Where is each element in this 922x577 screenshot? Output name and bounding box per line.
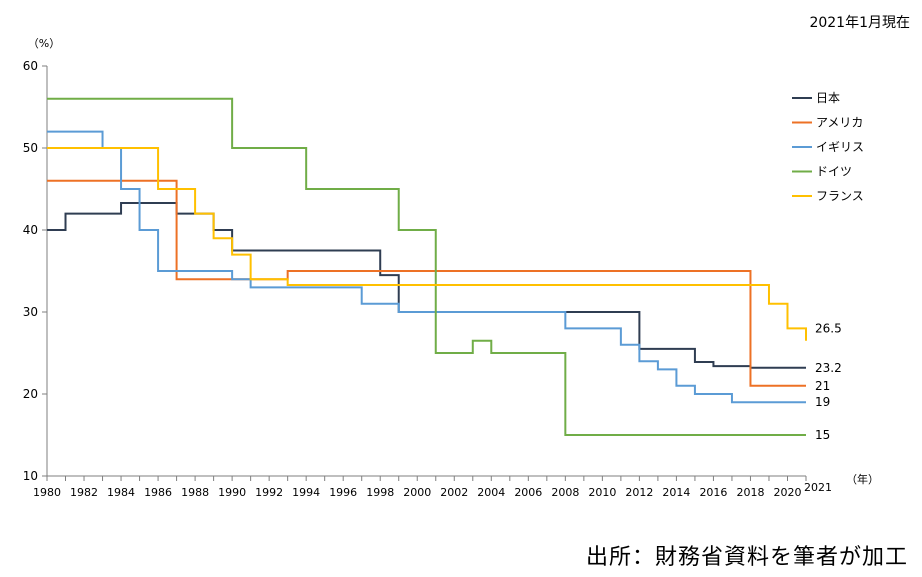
as-of-date-note: 2021年1月現在 (809, 15, 910, 31)
x-tick-label: 2016 (699, 486, 727, 499)
legend-label: アメリカ (816, 116, 863, 130)
series-line-4 (47, 147, 807, 341)
x-tick-label: 2018 (736, 486, 764, 499)
series-line-3 (47, 97, 806, 436)
y-tick-label: 30 (23, 305, 38, 319)
x-tick-label: 1986 (144, 486, 172, 499)
x-tick-label: 1982 (70, 486, 98, 499)
series-line-0 (47, 201, 806, 369)
end-value-label: 19 (815, 395, 830, 409)
series-lines (47, 97, 807, 436)
x-tick-label-2021: 2021 (804, 481, 832, 494)
end-value-label: 15 (815, 428, 830, 442)
y-axis-unit-label: （%） (28, 37, 60, 50)
x-tick-label: 2020 (773, 486, 801, 499)
x-tick-label: 1996 (329, 486, 357, 499)
end-value-label: 26.5 (815, 321, 842, 335)
x-tick-label: 1992 (255, 486, 283, 499)
x-axis-unit-label: （年） (846, 472, 879, 486)
x-tick-label: 1998 (366, 486, 394, 499)
y-tick-label: 40 (23, 223, 38, 237)
y-tick-label: 60 (23, 59, 38, 73)
x-tick-label: 1994 (292, 486, 320, 499)
x-tick-label: 1990 (218, 486, 246, 499)
x-tick-label: 2002 (440, 486, 468, 499)
x-tick-label: 2000 (403, 486, 431, 499)
x-tick-label: 2006 (514, 486, 542, 499)
legend-label: ドイツ (816, 165, 852, 179)
y-tick-label: 50 (23, 141, 38, 155)
x-tick-label: 2014 (662, 486, 690, 499)
source-note: 出所：財務省資料を筆者が加工 (585, 545, 908, 570)
axis-ticks: 10 20 30 40 50 60 1980 1982 1984 1986 1988 1990 1992… (23, 59, 832, 499)
axes (46, 66, 806, 477)
series-line-2 (47, 130, 806, 404)
x-tick-label: 1988 (181, 486, 209, 499)
x-tick-label: 2008 (551, 486, 579, 499)
end-value-labels: 23.2 21 19 15 26.5 (815, 321, 842, 442)
y-tick-label: 10 (23, 469, 38, 483)
legend-label: 日本 (816, 91, 840, 105)
series-line-1 (47, 179, 806, 387)
y-tick-label: 20 (23, 387, 38, 401)
legend-label: イギリス (816, 140, 864, 154)
x-tick-label: 2010 (588, 486, 616, 499)
legend-label: フランス (816, 189, 864, 203)
x-tick-label: 1984 (107, 486, 135, 499)
x-tick-label: 2004 (477, 486, 505, 499)
x-tick-label: 1980 (33, 486, 61, 499)
x-tick-label: 2012 (625, 486, 653, 499)
end-value-label: 21 (815, 379, 830, 393)
end-value-label: 23.2 (815, 361, 842, 375)
